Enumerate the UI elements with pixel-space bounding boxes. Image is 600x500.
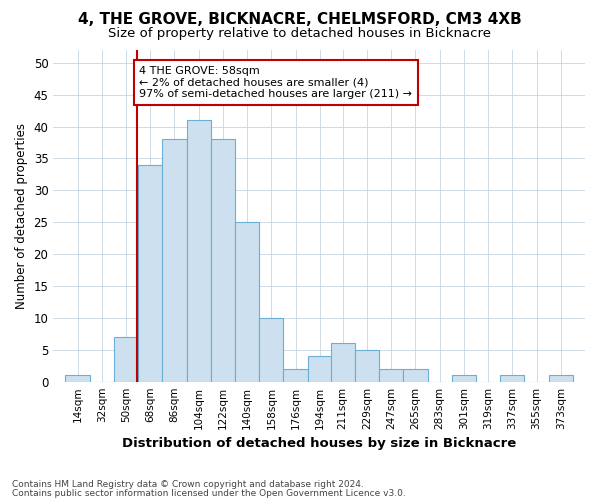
Bar xyxy=(331,344,355,382)
Text: Contains public sector information licensed under the Open Government Licence v3: Contains public sector information licen… xyxy=(12,488,406,498)
Bar xyxy=(452,376,476,382)
Bar xyxy=(259,318,283,382)
Bar xyxy=(308,356,332,382)
Bar xyxy=(235,222,259,382)
Bar xyxy=(500,376,524,382)
Bar xyxy=(138,165,163,382)
Text: Contains HM Land Registry data © Crown copyright and database right 2024.: Contains HM Land Registry data © Crown c… xyxy=(12,480,364,489)
Bar xyxy=(65,376,89,382)
Bar xyxy=(548,376,573,382)
Text: Size of property relative to detached houses in Bicknacre: Size of property relative to detached ho… xyxy=(109,28,491,40)
Bar xyxy=(403,369,428,382)
Text: 4 THE GROVE: 58sqm
← 2% of detached houses are smaller (4)
97% of semi-detached : 4 THE GROVE: 58sqm ← 2% of detached hous… xyxy=(139,66,412,99)
Y-axis label: Number of detached properties: Number of detached properties xyxy=(15,123,28,309)
X-axis label: Distribution of detached houses by size in Bicknacre: Distribution of detached houses by size … xyxy=(122,437,516,450)
Bar xyxy=(211,140,235,382)
Bar xyxy=(114,337,138,382)
Text: 4, THE GROVE, BICKNACRE, CHELMSFORD, CM3 4XB: 4, THE GROVE, BICKNACRE, CHELMSFORD, CM3… xyxy=(78,12,522,28)
Bar xyxy=(163,140,187,382)
Bar xyxy=(283,369,308,382)
Bar xyxy=(355,350,379,382)
Bar xyxy=(187,120,211,382)
Bar xyxy=(379,369,403,382)
